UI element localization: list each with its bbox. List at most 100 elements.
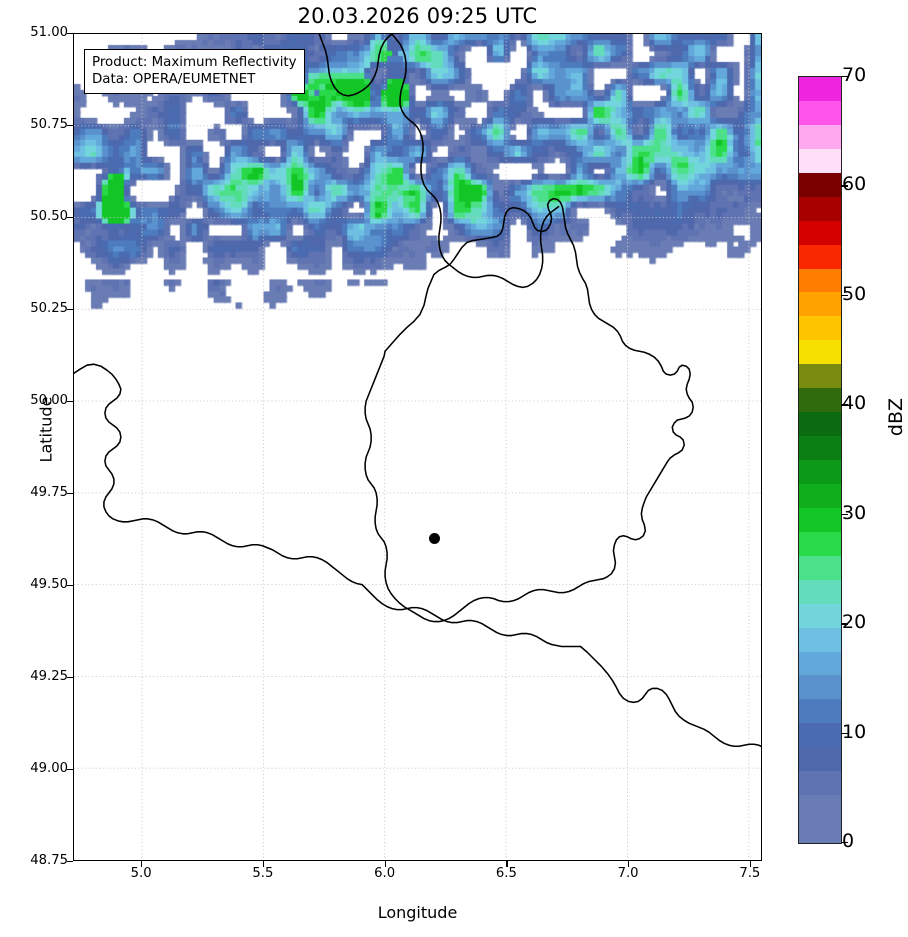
x-tick-mark <box>262 861 265 867</box>
luxembourg-border <box>364 197 694 623</box>
x-tick-label: 7.5 <box>739 866 761 881</box>
colorbar-band <box>799 579 841 604</box>
colorbar-band <box>799 675 841 700</box>
x-tick-label: 5.0 <box>130 866 152 881</box>
colorbar-tick-label: 30 <box>842 501 867 524</box>
colorbar-tick-label: 40 <box>842 392 867 415</box>
x-tick-mark <box>384 861 386 867</box>
x-tick-mark <box>628 861 630 867</box>
colorbar-tick-mark <box>841 732 848 734</box>
y-tick-label: 50.25 <box>30 301 68 316</box>
colorbar-tick-label: 10 <box>842 720 867 743</box>
y-tick-label: 50.50 <box>30 209 68 224</box>
north-border-lines <box>318 34 393 97</box>
y-tick-mark <box>67 493 73 495</box>
y-tick-label: 50.00 <box>30 393 68 408</box>
y-tick-label: 49.75 <box>30 485 68 500</box>
page-title: 20.03.2026 09:25 UTC <box>297 4 538 28</box>
colorbar-band <box>799 388 841 413</box>
colorbar <box>798 76 842 844</box>
colorbar-band <box>799 819 841 843</box>
colorbar-band <box>799 723 841 748</box>
colorbar-band <box>799 148 841 173</box>
colorbar-band <box>799 340 841 365</box>
y-tick-label: 49.50 <box>30 577 68 592</box>
colorbar-band <box>799 172 841 197</box>
country-borders <box>74 34 761 748</box>
colorbar-band <box>799 555 841 580</box>
colorbar-band <box>799 412 841 437</box>
y-tick-label: 50.75 <box>30 117 68 132</box>
colorbar-tick-mark <box>841 842 848 844</box>
x-tick-label: 5.5 <box>252 866 274 881</box>
colorbar-tick-label: 50 <box>842 282 867 305</box>
grid-lines <box>74 34 761 860</box>
colorbar-band <box>799 77 841 101</box>
colorbar-band <box>799 100 841 125</box>
x-tick-label: 7.0 <box>617 866 639 881</box>
y-tick-mark <box>67 769 73 771</box>
x-tick-mark <box>141 861 143 867</box>
belgium-france-border <box>74 363 363 586</box>
y-tick-label: 48.75 <box>30 853 68 868</box>
colorbar-band <box>799 220 841 245</box>
colorbar-band <box>799 316 841 341</box>
colorbar-tick-mark <box>841 513 848 516</box>
colorbar-band <box>799 603 841 628</box>
colorbar-tick-mark <box>841 76 848 78</box>
colorbar-band <box>799 483 841 508</box>
colorbar-band <box>799 292 841 317</box>
north-border-lines-3 <box>452 266 524 289</box>
colorbar-band <box>799 507 841 532</box>
colorbar-tick-label: 0 <box>842 830 855 852</box>
y-tick-label: 49.00 <box>30 761 68 776</box>
y-axis-label: Latitude <box>36 396 56 463</box>
colorbar-tick-mark <box>841 294 848 297</box>
y-tick-label: 51.00 <box>30 25 68 40</box>
city-marker <box>428 532 440 544</box>
colorbar-band <box>799 747 841 772</box>
colorbar-band <box>799 268 841 293</box>
y-tick-mark <box>67 861 73 863</box>
colorbar-band <box>799 124 841 149</box>
colorbar-label: dBZ <box>885 397 907 437</box>
legend-data-line: Data: OPERA/EUMETNET <box>92 72 256 87</box>
x-tick-mark <box>749 861 752 867</box>
colorbar-band <box>799 651 841 676</box>
y-tick-mark <box>67 217 73 219</box>
south-border-line <box>361 583 582 648</box>
y-tick-mark <box>67 309 73 311</box>
legend-box: Product: Maximum Reflectivity Data: OPER… <box>84 49 305 94</box>
radar-reflectivity-layer <box>74 34 761 860</box>
colorbar-band <box>799 196 841 221</box>
radar-plot-area: Product: Maximum Reflectivity Data: OPER… <box>73 33 762 861</box>
y-tick-mark <box>67 125 73 127</box>
colorbar-band <box>799 795 841 820</box>
x-axis-label: Longitude <box>377 903 458 922</box>
colorbar-band <box>799 364 841 389</box>
x-tick-mark <box>506 861 508 867</box>
france-germany-border <box>579 645 761 748</box>
north-border-lines-2 <box>391 34 454 269</box>
legend-product-line: Product: Maximum Reflectivity <box>92 55 297 70</box>
colorbar-band <box>799 771 841 796</box>
colorbar-band <box>799 460 841 484</box>
colorbar-tick-label: 70 <box>842 64 867 86</box>
y-tick-mark <box>67 401 73 403</box>
colorbar-band <box>799 531 841 556</box>
y-tick-label: 49.25 <box>30 669 68 684</box>
y-tick-mark <box>67 33 73 35</box>
colorbar-tick-mark <box>841 185 848 187</box>
colorbar-tick-label: 20 <box>842 611 867 634</box>
colorbar-band <box>799 627 841 652</box>
x-tick-label: 6.0 <box>374 866 396 881</box>
north-border-lines-4 <box>521 205 560 289</box>
colorbar-band <box>799 436 841 460</box>
x-tick-label: 6.5 <box>495 866 517 881</box>
y-tick-mark <box>67 677 73 679</box>
colorbar-band <box>799 244 841 269</box>
y-tick-mark <box>67 585 73 587</box>
colorbar-band <box>799 699 841 724</box>
colorbar-tick-mark <box>841 404 848 406</box>
colorbar-tick-mark <box>841 623 848 625</box>
